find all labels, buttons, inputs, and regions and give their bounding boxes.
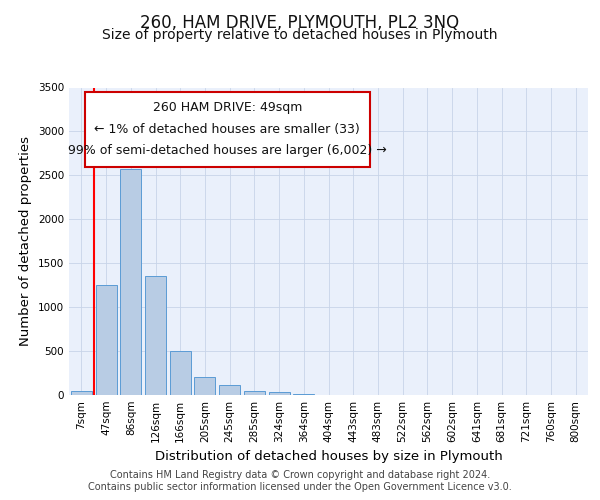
FancyBboxPatch shape — [85, 92, 370, 168]
Text: 260 HAM DRIVE: 49sqm: 260 HAM DRIVE: 49sqm — [152, 102, 302, 114]
Text: ← 1% of detached houses are smaller (33): ← 1% of detached houses are smaller (33) — [94, 123, 360, 136]
Text: Size of property relative to detached houses in Plymouth: Size of property relative to detached ho… — [102, 28, 498, 42]
X-axis label: Distribution of detached houses by size in Plymouth: Distribution of detached houses by size … — [155, 450, 502, 464]
Bar — [219, 386, 240, 395]
Bar — [120, 169, 141, 395]
Y-axis label: Number of detached properties: Number of detached properties — [19, 136, 32, 346]
Text: 99% of semi-detached houses are larger (6,002) →: 99% of semi-detached houses are larger (… — [68, 144, 386, 158]
Text: Contains HM Land Registry data © Crown copyright and database right 2024.: Contains HM Land Registry data © Crown c… — [110, 470, 490, 480]
Bar — [244, 390, 265, 395]
Bar — [95, 285, 116, 395]
Bar — [170, 351, 191, 395]
Bar — [293, 394, 314, 395]
Bar — [145, 276, 166, 395]
Text: Contains public sector information licensed under the Open Government Licence v3: Contains public sector information licen… — [88, 482, 512, 492]
Text: 260, HAM DRIVE, PLYMOUTH, PL2 3NQ: 260, HAM DRIVE, PLYMOUTH, PL2 3NQ — [140, 14, 460, 32]
Bar — [194, 378, 215, 395]
Bar — [71, 390, 92, 395]
Bar — [269, 392, 290, 395]
